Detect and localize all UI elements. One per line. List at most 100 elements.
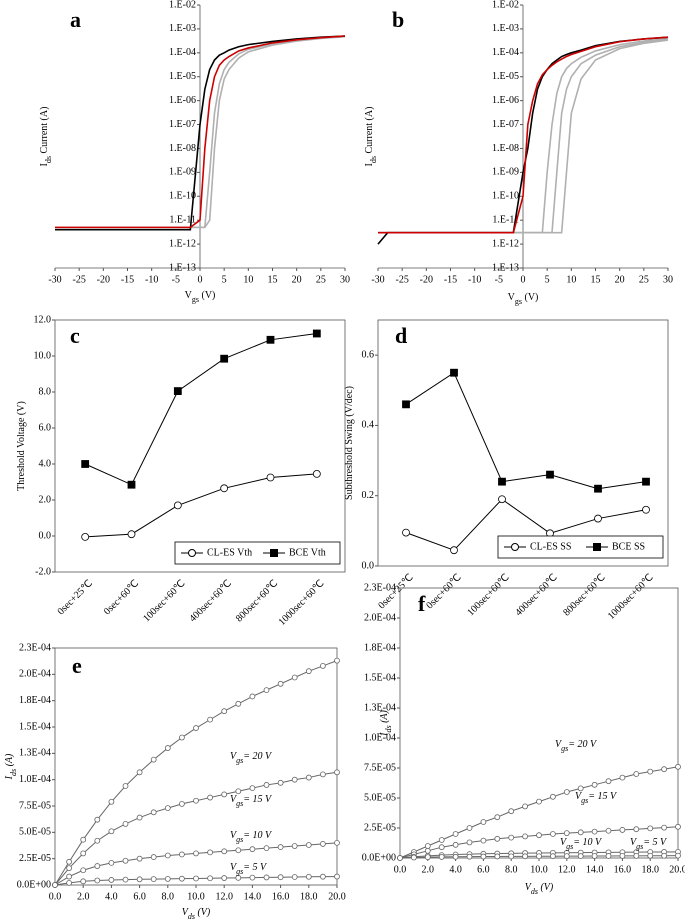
curve-label-part: gs [236, 867, 243, 876]
marker [150, 854, 157, 860]
marker [319, 771, 326, 778]
x-axis-label-part: V [525, 882, 533, 893]
marker [291, 674, 298, 681]
marker [402, 400, 410, 409]
marker [450, 546, 458, 555]
curve-label-part: = 20 V [568, 739, 598, 750]
curve-label: Vgs= 5 V [630, 837, 668, 851]
y-tick-label: 2.0E-04 [19, 669, 51, 680]
marker [127, 480, 136, 489]
marker [220, 354, 229, 363]
curve-label: Vgs= 5 V [230, 862, 268, 876]
marker [80, 850, 87, 857]
x-axis-label-part: V [185, 290, 193, 301]
marker [94, 877, 101, 884]
y-tick-label: 1.E-05 [169, 71, 196, 82]
y-tick-label: 1.E-10 [492, 191, 519, 202]
marker [164, 745, 171, 751]
marker [605, 778, 612, 785]
x-axis-label: Vds (V) [525, 882, 554, 896]
curve-label-part: gs [636, 842, 643, 851]
marker [80, 836, 87, 843]
y-tick-label: 2.0 [39, 494, 52, 505]
y-tick-label: 1.E-12 [492, 238, 519, 249]
marker [438, 837, 445, 843]
series-line [55, 35, 346, 229]
curve-label-part: V [575, 791, 583, 802]
marker [81, 533, 90, 541]
y-tick-label: 5.0E-05 [364, 792, 396, 803]
curve-label-part: gs [581, 796, 588, 805]
marker [291, 843, 298, 849]
marker [193, 797, 199, 804]
x-axis-label-part: ds [188, 912, 195, 920]
y-tick-label: 1.E-02 [169, 0, 196, 10]
y-tick-label: 1.E-13 [492, 262, 519, 273]
marker [319, 841, 326, 847]
legend-marker [511, 543, 519, 551]
marker [319, 663, 326, 669]
x-tick-label: 100sec+60℃ [465, 572, 511, 618]
marker [193, 850, 199, 857]
x-tick-label: -15 [121, 274, 134, 285]
x-tick-label: 0 [521, 274, 526, 285]
y-tick-label: 0.0 [39, 530, 52, 541]
curve-label-part: = 5 V [243, 862, 268, 873]
y-tick-label: 1.0E-04 [364, 732, 396, 743]
y-tick-label: 1.E-11 [492, 214, 519, 225]
marker [319, 873, 326, 880]
curve-label-part: = 15 V [588, 791, 618, 802]
y-tick-label: 1.E-07 [492, 119, 519, 130]
panel-label: e [72, 653, 82, 678]
marker [173, 501, 182, 510]
legend-box [497, 535, 664, 559]
y-axis-label-part: ds [44, 156, 53, 163]
marker [122, 857, 129, 864]
marker [550, 853, 556, 860]
marker [277, 779, 284, 786]
marker [207, 875, 214, 882]
curve-label-part: V [560, 837, 568, 848]
x-tick-label: 0.0 [394, 864, 407, 875]
curve-label-part: gs [236, 756, 243, 765]
x-tick-label: 0sec+60℃ [424, 572, 463, 611]
marker [178, 875, 185, 882]
x-axis-label: Vgs (V) [508, 292, 539, 306]
x-tick-label: -25 [72, 274, 85, 285]
marker [410, 854, 417, 861]
marker [438, 844, 445, 851]
curve-label-part: = 5 V [643, 837, 668, 848]
y-axis-label-part: Current (A) [364, 107, 375, 156]
marker [536, 832, 542, 839]
marker [550, 793, 556, 800]
marker [675, 763, 681, 770]
x-tick-label: 20 [615, 274, 625, 285]
x-tick-label: -5 [172, 274, 180, 285]
marker [66, 879, 72, 886]
x-tick-label: 1000sec+60℃ [606, 572, 656, 622]
marker [647, 768, 654, 775]
x-tick-label: 20.0 [669, 864, 685, 875]
y-tick-label: 12.0 [34, 314, 52, 325]
marker [452, 853, 459, 860]
marker [221, 791, 228, 798]
marker [127, 530, 136, 539]
marker [647, 825, 654, 832]
marker [675, 852, 681, 859]
y-axis-label: Threshold Voltage (V) [16, 401, 27, 491]
x-tick-label: 400sec+60℃ [513, 572, 559, 618]
x-tick-label: 4.0 [105, 891, 118, 902]
series-line [405, 371, 647, 490]
x-axis-label-part: V [508, 292, 516, 303]
series-line [378, 36, 669, 234]
x-tick-label: -30 [371, 274, 384, 285]
x-tick-label: 10.0 [187, 891, 205, 902]
y-tick-label: 1.E-12 [169, 238, 196, 249]
x-axis-label-part: (V) [195, 907, 211, 918]
x-axis-label-part: (V) [522, 292, 538, 303]
marker [266, 335, 275, 344]
y-tick-label: 0.6 [362, 349, 375, 360]
marker [108, 859, 115, 866]
marker [108, 798, 115, 805]
